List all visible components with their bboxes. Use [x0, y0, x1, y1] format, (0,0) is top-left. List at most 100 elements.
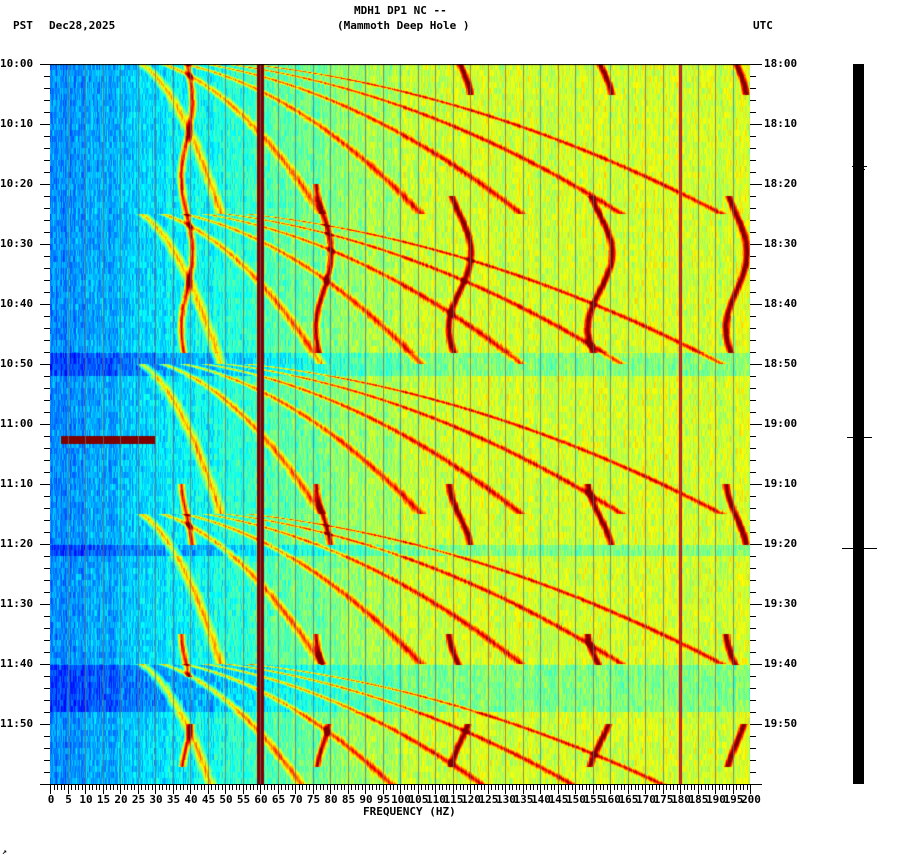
y-tick-label-right: 19:10: [764, 477, 798, 490]
y-tick-left: [40, 124, 50, 125]
y-tick-right: [750, 592, 756, 593]
x-tick: [645, 784, 646, 794]
y-tick-label-left: 10:30: [0, 237, 34, 250]
x-tick: [726, 784, 727, 790]
x-tick: [663, 784, 664, 794]
x-tick-label: 140: [531, 793, 551, 806]
y-tick-right: [750, 712, 756, 713]
x-tick: [316, 784, 317, 790]
x-tick: [292, 784, 293, 790]
y-tick-left: [44, 232, 50, 233]
x-tick: [383, 784, 384, 794]
x-tick-label: 120: [461, 793, 481, 806]
x-tick: [194, 784, 195, 790]
x-tick: [505, 784, 506, 794]
x-tick: [610, 784, 611, 794]
x-tick: [533, 784, 534, 790]
x-tick: [572, 784, 573, 790]
y-tick-label-left: 11:30: [0, 597, 34, 610]
y-tick-left: [44, 172, 50, 173]
x-tick-label: 105: [408, 793, 429, 806]
x-tick: [691, 784, 692, 790]
x-tick: [295, 784, 296, 794]
x-tick: [491, 784, 492, 790]
x-tick-label: 0: [47, 793, 55, 806]
y-tick-label-right: 18:30: [764, 237, 798, 250]
x-tick: [432, 784, 433, 790]
y-tick-label-left: 11:00: [0, 417, 34, 430]
y-tick-right: [750, 532, 756, 533]
x-tick: [652, 784, 653, 790]
y-tick-right: [750, 256, 756, 257]
x-tick: [694, 784, 695, 790]
x-tick-label: 160: [601, 793, 621, 806]
y-tick-label-left: 10:10: [0, 117, 34, 130]
y-tick-right: [750, 88, 756, 89]
y-tick-right: [750, 244, 762, 245]
x-tick: [323, 784, 324, 790]
x-tick-label: 40: [184, 793, 198, 806]
x-tick: [386, 784, 387, 790]
y-tick-left: [44, 556, 50, 557]
y-tick-label-left: 11:50: [0, 717, 34, 730]
x-tick: [568, 784, 569, 790]
x-tick: [715, 784, 716, 794]
station-name: (Mammoth Deep Hole ): [337, 19, 470, 32]
y-tick-left: [44, 196, 50, 197]
x-tick: [155, 784, 156, 794]
x-tick: [624, 784, 625, 790]
y-tick-right: [750, 424, 762, 425]
x-tick: [540, 784, 541, 794]
x-tick: [299, 784, 300, 790]
trace-spike: [841, 548, 877, 549]
y-tick-right: [750, 580, 756, 581]
x-tick: [467, 784, 468, 790]
y-tick-left: [44, 592, 50, 593]
x-tick: [117, 784, 118, 790]
x-tick: [607, 784, 608, 790]
x-tick: [589, 784, 590, 790]
y-tick-right: [750, 400, 756, 401]
y-tick-right: [750, 160, 756, 161]
x-tick-label: 175: [653, 793, 674, 806]
x-tick-label: 60: [254, 793, 268, 806]
left-timezone: PST: [13, 19, 33, 32]
y-tick-left: [44, 760, 50, 761]
x-tick: [565, 784, 566, 790]
x-tick: [733, 784, 734, 794]
x-tick: [145, 784, 146, 790]
x-tick: [407, 784, 408, 790]
y-tick-label-left: 11:40: [0, 657, 34, 670]
y-tick-right: [750, 640, 756, 641]
x-tick: [218, 784, 219, 790]
y-tick-right: [750, 268, 756, 269]
x-tick: [425, 784, 426, 790]
x-tick: [442, 784, 443, 790]
y-tick-label-left: 10:00: [0, 57, 34, 70]
y-tick-right: [750, 676, 756, 677]
y-tick-right: [750, 364, 762, 365]
x-tick: [484, 784, 485, 790]
y-tick-left: [40, 244, 50, 245]
y-tick-left: [44, 112, 50, 113]
x-tick: [649, 784, 650, 790]
x-tick: [141, 784, 142, 790]
x-tick: [190, 784, 191, 794]
x-tick: [537, 784, 538, 790]
y-tick-left: [44, 388, 50, 389]
x-tick: [421, 784, 422, 790]
y-tick-label-right: 18:40: [764, 297, 798, 310]
y-tick-label-left: 10:40: [0, 297, 34, 310]
x-tick: [705, 784, 706, 790]
y-tick-label-left: 11:20: [0, 537, 34, 550]
x-tick-label: 145: [548, 793, 569, 806]
x-tick: [351, 784, 352, 790]
y-tick-right: [750, 316, 756, 317]
x-tick: [404, 784, 405, 790]
spectrogram-canvas: [50, 64, 750, 784]
x-tick: [61, 784, 62, 790]
x-tick: [558, 784, 559, 794]
y-tick-right: [750, 616, 756, 617]
y-tick-left: [44, 640, 50, 641]
x-tick: [229, 784, 230, 790]
